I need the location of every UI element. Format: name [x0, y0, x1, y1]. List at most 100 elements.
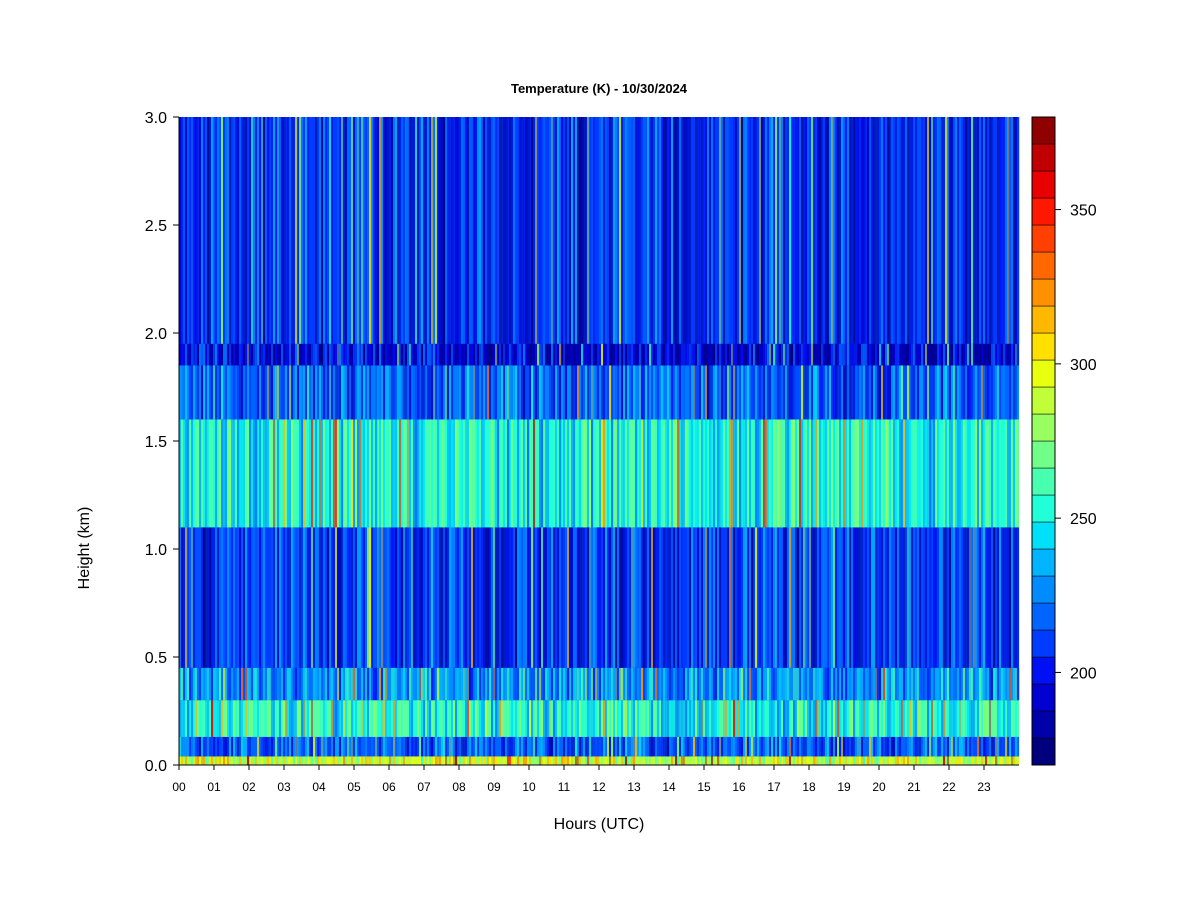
heat-cell [545, 365, 548, 420]
heat-cell [351, 419, 354, 528]
heat-cell [431, 736, 434, 757]
heat-cell [597, 756, 600, 765]
heat-cell [501, 667, 504, 701]
heat-cell [253, 736, 256, 757]
heat-cell [717, 343, 720, 366]
heat-cell [459, 527, 462, 668]
heat-cell [441, 756, 444, 765]
heat-cell [351, 117, 354, 344]
heat-cell [561, 343, 564, 366]
heat-cell [643, 527, 646, 668]
heat-cell [1017, 419, 1020, 528]
heat-cell [993, 343, 996, 366]
heat-cell [769, 667, 772, 701]
heat-cell [753, 419, 756, 528]
heat-cell [687, 117, 690, 344]
heat-cell [569, 700, 572, 737]
heat-cell [711, 736, 714, 757]
heat-cell [831, 117, 834, 344]
heat-cell [819, 343, 822, 366]
heat-cell [871, 700, 874, 737]
heat-cell [483, 527, 486, 668]
heat-cell [695, 343, 698, 366]
heat-cell [833, 343, 836, 366]
heat-cell [803, 365, 806, 420]
heat-cell [419, 736, 422, 757]
heat-cell [699, 700, 702, 737]
heat-cell [555, 117, 558, 344]
heat-cell [933, 756, 936, 765]
heat-cell [955, 700, 958, 737]
heat-cell [1017, 527, 1020, 668]
heat-cell [367, 527, 370, 668]
heat-cell [207, 419, 210, 528]
heat-cell [771, 365, 774, 420]
heat-cell [717, 527, 720, 668]
heat-cell [223, 117, 226, 344]
heat-cell [259, 343, 262, 366]
heat-cell [963, 700, 966, 737]
heat-cell [795, 343, 798, 366]
heat-cell [279, 667, 282, 701]
heat-cell [403, 365, 406, 420]
heat-cell [379, 736, 382, 757]
heat-cell [745, 419, 748, 528]
heat-cell [287, 736, 290, 757]
heat-cell [551, 736, 554, 757]
heat-cell [393, 667, 396, 701]
heat-cell [1001, 667, 1004, 701]
heat-cell [663, 736, 666, 757]
heat-cell [435, 736, 438, 757]
heat-cell [997, 667, 1000, 701]
heat-cell [465, 117, 468, 344]
heat-cell [713, 700, 716, 737]
heat-cell [507, 700, 510, 737]
heat-cell [775, 667, 778, 701]
heat-cell [373, 117, 376, 344]
colorbar-tick-label: 250 [1070, 511, 1097, 528]
heat-cell [659, 667, 662, 701]
heat-cell [365, 667, 368, 701]
heat-cell [653, 700, 656, 737]
heat-cell [549, 667, 552, 701]
heat-cell [601, 419, 604, 528]
heat-cell [297, 117, 300, 344]
heat-cell [239, 419, 242, 528]
heat-cell [827, 700, 830, 737]
heat-cell [933, 117, 936, 344]
heat-cell [939, 365, 942, 420]
heat-cell [897, 756, 900, 765]
heat-cell [443, 667, 446, 701]
heat-cell [553, 365, 556, 420]
heat-cell [495, 365, 498, 420]
heat-cell [957, 700, 960, 737]
heat-cell [367, 700, 370, 737]
heat-cell [303, 667, 306, 701]
heat-cell [757, 527, 760, 668]
heat-cell [525, 700, 528, 737]
heat-cell [255, 667, 258, 701]
heat-cell [179, 419, 182, 528]
heat-cell [847, 117, 850, 344]
heat-cell [183, 667, 186, 701]
heat-cell [823, 756, 826, 765]
heat-cell [693, 419, 696, 528]
heat-cell [611, 667, 614, 701]
heat-cell [503, 117, 506, 344]
heat-cell [591, 343, 594, 366]
heat-cell [991, 117, 994, 344]
heat-cell [265, 365, 268, 420]
heat-cell [447, 756, 450, 765]
heat-cell [697, 365, 700, 420]
heat-cell [275, 365, 278, 420]
heat-cell [619, 756, 622, 765]
heat-cell [595, 527, 598, 668]
heat-cell [269, 117, 272, 344]
heat-cell [321, 756, 324, 765]
heat-cell [355, 667, 358, 701]
heat-cell [425, 736, 428, 757]
heat-cell [225, 700, 228, 737]
heat-cell [483, 736, 486, 757]
heat-cell [945, 527, 948, 668]
heat-cell [307, 419, 310, 528]
